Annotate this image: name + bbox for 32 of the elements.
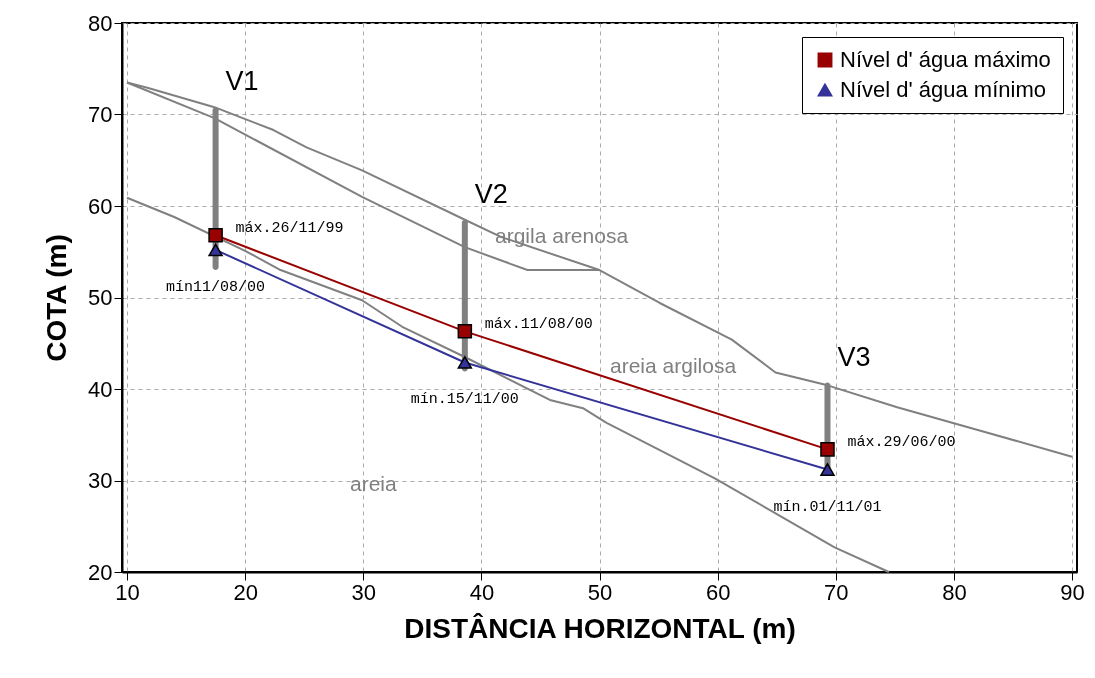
x-tick-label: 10 — [115, 579, 140, 605]
annotation: V1 — [225, 66, 259, 97]
annotation: argila arenosa — [495, 224, 629, 247]
x-tick-label: 90 — [1060, 579, 1085, 605]
x-tick-label: 40 — [469, 579, 495, 605]
x-tick-label: 70 — [824, 579, 849, 605]
annotation: mín.15/11/00 — [410, 391, 519, 409]
x-tick-label: 60 — [705, 579, 731, 605]
legend-label: Nível d' água máximo — [840, 47, 1051, 72]
y-axis-title: COTA (m) — [41, 234, 73, 362]
annotation: areia — [350, 472, 398, 495]
y-tick-label: 70 — [88, 102, 113, 127]
x-tick-label: 30 — [351, 579, 376, 605]
annotation: máx.11/08/00 — [484, 316, 593, 334]
y-tick-label: 50 — [88, 285, 113, 310]
annotation: V3 — [837, 341, 871, 372]
annotation: mín11/08/00 — [166, 278, 266, 296]
annotation: areia argilosa — [610, 354, 737, 377]
y-tick-label: 30 — [88, 468, 113, 493]
x-axis-title: DISTÂNCIA HORIZONTAL (m) — [404, 612, 796, 644]
y-tick-label: 20 — [88, 559, 113, 585]
x-tick-label: 50 — [587, 579, 613, 605]
annotation: mín.01/11/01 — [773, 498, 882, 516]
y-tick-label: 80 — [88, 10, 113, 36]
x-tick-label: 20 — [233, 579, 258, 605]
x-tick-label: 80 — [942, 579, 967, 605]
y-tick-label: 60 — [88, 193, 113, 219]
legend-label: Nível d' água mínimo — [840, 77, 1046, 102]
annotation: V2 — [474, 178, 508, 209]
annotation: máx.26/11/99 — [235, 220, 344, 238]
y-tick-label: 40 — [88, 376, 113, 402]
annotation: máx.29/06/00 — [847, 434, 956, 452]
